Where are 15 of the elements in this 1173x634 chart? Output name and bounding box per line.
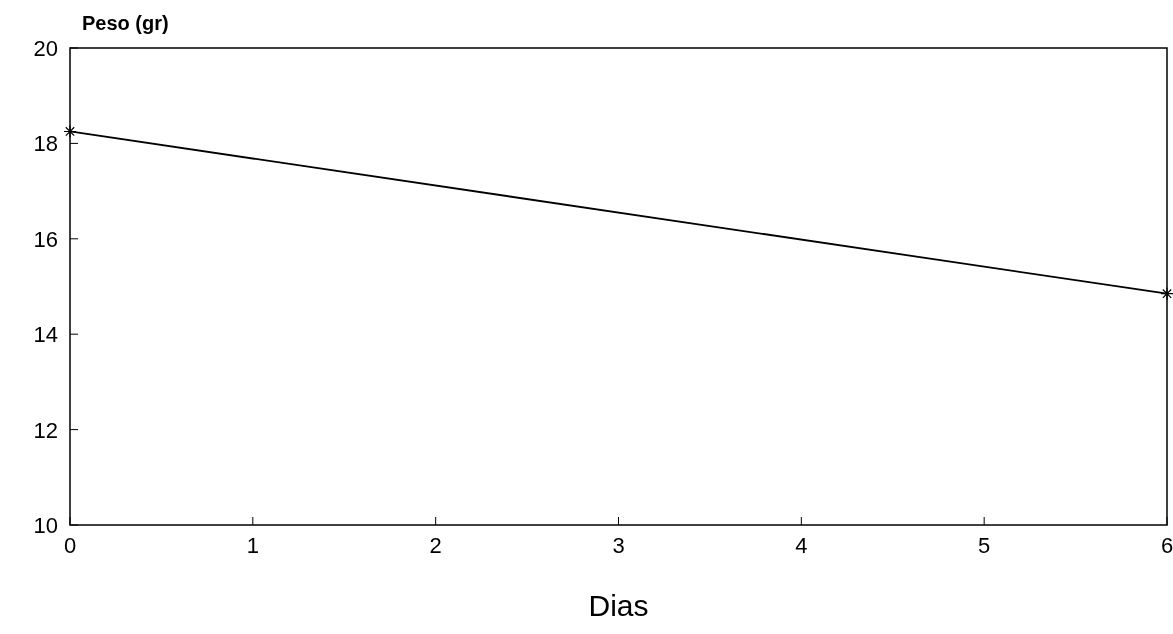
x-tick-label: 2 (429, 533, 442, 558)
y-axis-title: Peso (gr) (82, 12, 169, 34)
x-tick-label: 3 (612, 533, 625, 558)
x-tick-label: 6 (1160, 533, 1173, 558)
y-tick-label: 16 (33, 226, 58, 252)
y-tick-label: 14 (33, 322, 58, 348)
y-tick-label: 12 (33, 417, 58, 443)
x-tick-label: 5 (978, 533, 991, 558)
y-tick-label: 20 (33, 36, 58, 61)
y-tick-label: 18 (33, 131, 58, 157)
y-tick-label: 10 (33, 513, 58, 538)
x-axis-title: Dias (588, 589, 649, 622)
x-tick-label: 1 (246, 533, 259, 558)
x-tick-label: 0 (63, 533, 77, 558)
x-tick-label: 4 (795, 533, 808, 558)
